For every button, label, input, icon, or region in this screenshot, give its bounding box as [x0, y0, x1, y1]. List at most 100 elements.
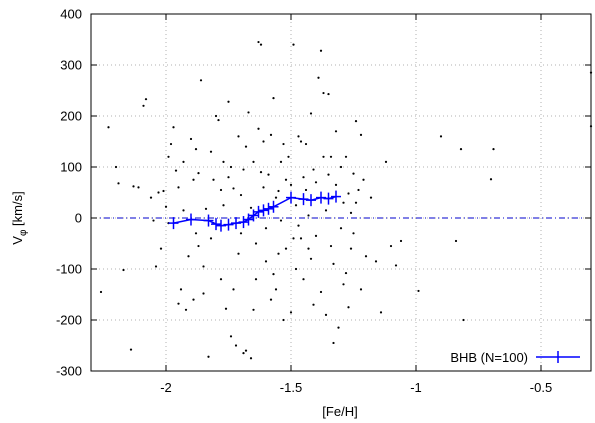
star-point: [272, 97, 275, 100]
bhb-point: [263, 202, 274, 215]
bhb-point: [323, 192, 334, 205]
star-point: [304, 142, 308, 146]
star-point: [489, 178, 493, 181]
star-point: [222, 160, 225, 163]
legend: BHB (N=100): [450, 350, 580, 365]
bhb-point: [238, 216, 249, 229]
star-point: [169, 142, 173, 146]
star-point: [197, 172, 200, 175]
star-point: [194, 148, 198, 151]
star-point: [334, 183, 338, 186]
star-point: [379, 311, 383, 314]
bhb-point: [286, 191, 296, 204]
star-point: [287, 155, 290, 158]
y-tick-label: -300: [56, 364, 82, 379]
star-point: [182, 209, 185, 212]
star-point: [327, 173, 330, 176]
star-point: [347, 306, 350, 309]
star-point: [344, 155, 348, 158]
bhb-point: [253, 205, 264, 218]
star-point: [339, 227, 343, 230]
bhb-point: [203, 214, 214, 227]
star-point: [234, 344, 238, 347]
star-point: [129, 348, 133, 351]
bhb-point: [223, 218, 234, 231]
star-point: [142, 104, 145, 107]
star-point: [272, 273, 275, 276]
star-point: [167, 155, 170, 158]
star-point: [389, 244, 393, 248]
star-point: [294, 204, 298, 207]
star-point: [319, 49, 323, 52]
bhb-point: [168, 217, 179, 230]
star-point: [314, 234, 318, 237]
star-point: [209, 237, 213, 240]
star-point: [299, 237, 303, 240]
star-point: [274, 288, 278, 291]
star-point: [454, 239, 458, 243]
star-point: [324, 209, 328, 212]
star-point: [242, 352, 245, 355]
y-tick-label: 0: [75, 211, 82, 226]
bhb-point: [231, 217, 241, 230]
star-point: [317, 76, 320, 79]
star-point: [289, 183, 293, 186]
star-point: [177, 186, 180, 189]
plot-frame: [90, 13, 592, 372]
star-point: [172, 126, 175, 129]
x-tick-label: -2: [160, 380, 172, 395]
star-point: [259, 171, 263, 174]
star-point: [289, 311, 293, 314]
bhb-series: [168, 190, 341, 232]
y-tick-label: -200: [56, 313, 82, 328]
star-points: [99, 40, 593, 360]
star-point: [262, 140, 265, 143]
star-point: [462, 318, 465, 322]
star-point: [324, 313, 328, 316]
star-point: [219, 278, 223, 281]
star-point: [312, 168, 315, 171]
star-point: [339, 165, 343, 169]
y-tick-label: 300: [60, 58, 82, 73]
x-tick-label: -1.5: [280, 380, 302, 395]
star-point: [294, 267, 298, 271]
star-point: [162, 189, 165, 193]
star-point: [369, 196, 373, 199]
star-point: [189, 137, 193, 141]
star-point: [322, 91, 325, 95]
star-point: [349, 211, 353, 214]
y-axis-label-unit: [km/s]: [10, 191, 25, 229]
bhb-point: [298, 193, 309, 206]
star-point: [302, 278, 305, 281]
star-point: [439, 135, 443, 138]
axis-ticks: -300 -200 -100 0 100 200 300 400 -2 -1.5 -1 -0.5: [56, 7, 591, 395]
star-point: [304, 188, 308, 192]
star-point: [354, 201, 358, 204]
bhb-point: [186, 213, 196, 226]
star-point: [239, 232, 243, 235]
star-point: [262, 186, 265, 189]
star-point: [337, 326, 340, 329]
star-point: [319, 290, 323, 294]
y-axis-label: Vφ [km/s]: [10, 191, 29, 244]
star-point: [199, 79, 203, 82]
star-point: [359, 288, 363, 291]
star-point: [229, 335, 233, 338]
star-point: [357, 188, 360, 192]
star-point: [342, 201, 345, 204]
star-point: [384, 160, 388, 163]
star-point: [279, 219, 283, 222]
bhb-point: [306, 194, 316, 207]
star-point: [202, 292, 205, 295]
star-point: [237, 135, 240, 138]
y-tick-label: 200: [60, 109, 82, 124]
star-point: [374, 260, 378, 263]
legend-label: BHB (N=100): [450, 350, 528, 365]
star-point: [202, 265, 205, 268]
star-point: [312, 303, 315, 306]
star-point: [349, 247, 353, 250]
star-point: [222, 204, 225, 207]
star-point: [244, 145, 248, 148]
star-point: [282, 318, 285, 322]
star-point: [232, 187, 235, 190]
